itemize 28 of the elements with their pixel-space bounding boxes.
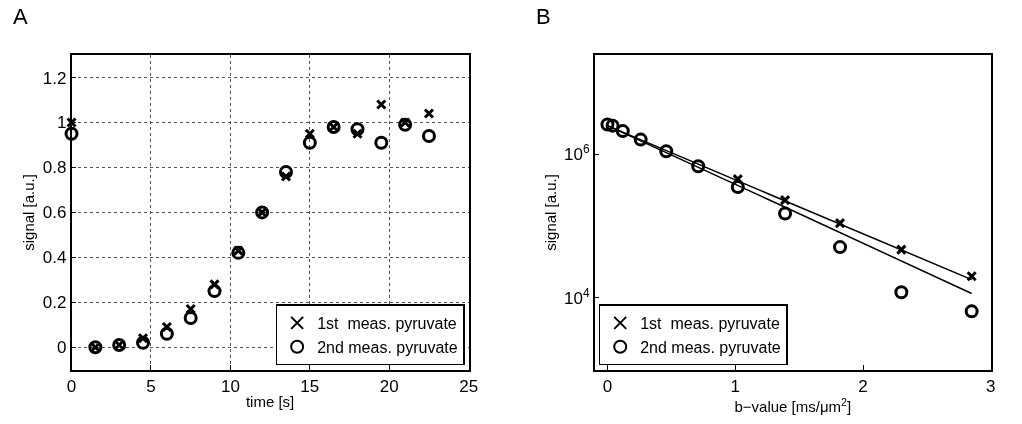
legend-label: 2nd meas. pyruvate <box>640 338 781 356</box>
x-tick-label: 15 <box>300 376 320 396</box>
x-tick-label: 25 <box>459 376 479 396</box>
x-tick-label: 20 <box>379 376 399 396</box>
x-tick-label: 0 <box>602 376 613 396</box>
y-tick-label: 0.8 <box>42 158 67 178</box>
y-tick-label: 10$^{6}$ <box>563 142 590 165</box>
x-tick-label: 10 <box>220 376 240 396</box>
x-tick-label: 2 <box>858 376 868 396</box>
y-axis-title: signal [a.u.] <box>20 174 38 251</box>
y-axis-title: signal [a.u.] <box>541 174 559 251</box>
x-axis-title: b−value [ms/μm$^{2}$] <box>734 395 852 416</box>
x-tick-label: 3 <box>986 376 996 396</box>
chart-title: B <box>536 4 551 29</box>
legend-label: 1st meas. pyruvate <box>317 315 457 333</box>
y-tick-label: 1 <box>56 113 67 133</box>
legend-label: 1st meas. pyruvate <box>640 315 780 333</box>
y-tick-label: 10$^{4}$ <box>563 285 590 308</box>
y-tick-label: 1.2 <box>42 68 67 88</box>
y-tick-label: 0 <box>56 338 67 358</box>
y-tick-label: 0.4 <box>42 248 67 268</box>
chart-title: A <box>13 4 28 29</box>
legend-label: 2nd meas. pyruvate <box>317 338 458 356</box>
x-tick-label: 5 <box>146 376 156 396</box>
y-tick-label: 0.6 <box>42 203 67 223</box>
y-tick-label: 0.2 <box>42 293 67 313</box>
x-axis-title: time [s] <box>245 393 295 411</box>
x-tick-label: 1 <box>730 376 740 396</box>
